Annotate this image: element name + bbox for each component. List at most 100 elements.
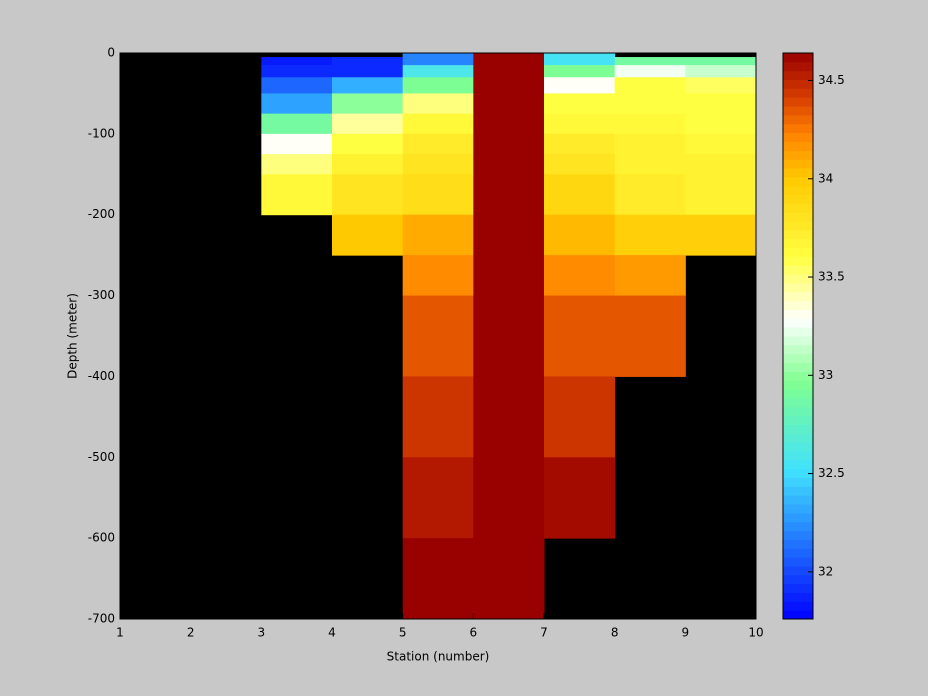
colorbar-swatch xyxy=(783,70,813,81)
heat-cell xyxy=(402,214,474,256)
heat-cell xyxy=(544,65,616,78)
heat-cell xyxy=(332,57,404,66)
heat-cell xyxy=(614,154,686,175)
colorbar-swatch xyxy=(783,477,813,487)
heat-cell xyxy=(261,77,333,94)
colorbar-swatch xyxy=(783,574,813,585)
colorbar-frame xyxy=(782,52,814,620)
heat-cell xyxy=(402,457,474,539)
heat-cell xyxy=(614,65,686,78)
heat-cell xyxy=(685,113,757,135)
heat-cell xyxy=(544,214,616,256)
colorbar-swatch xyxy=(783,424,813,434)
colorbar-swatch xyxy=(783,362,813,372)
heat-cell xyxy=(685,93,757,115)
y-tick-label: -100 xyxy=(88,126,115,140)
colorbar-swatch xyxy=(783,274,813,284)
y-tick-label: 0 xyxy=(107,46,115,60)
colorbar-swatch xyxy=(783,150,813,160)
heat-cell xyxy=(473,113,545,135)
colorbar-swatch xyxy=(783,504,813,514)
heat-cell xyxy=(402,113,474,135)
colorbar-swatch xyxy=(783,592,813,602)
colorbar-swatch xyxy=(783,132,813,142)
y-tick-label: -300 xyxy=(88,288,115,302)
colorbar-swatch xyxy=(783,291,813,302)
colorbar-swatch xyxy=(783,176,813,187)
heat-cell xyxy=(402,295,474,377)
colorbar-tick-label: 34.5 xyxy=(818,73,845,87)
colorbar-swatch xyxy=(783,450,813,461)
x-tick-label: 1 xyxy=(116,626,124,640)
colorbar-swatch xyxy=(783,512,813,523)
y-tick-label: -700 xyxy=(88,612,115,626)
heat-cell xyxy=(544,57,616,66)
colorbar-swatch xyxy=(783,309,813,319)
heat-cell xyxy=(614,57,686,66)
heat-cell xyxy=(332,113,404,135)
colorbar-swatch xyxy=(783,397,813,408)
heat-cell xyxy=(685,133,757,155)
heat-cell xyxy=(544,154,616,175)
heat-cell xyxy=(261,154,333,175)
heat-cell xyxy=(544,457,616,539)
y-tick-label: -400 xyxy=(88,369,115,383)
x-tick-label: 3 xyxy=(258,626,266,640)
colorbar-tick-label: 33.5 xyxy=(818,270,845,284)
y-tick-label: -500 xyxy=(88,450,115,464)
heat-cell xyxy=(402,174,474,216)
heat-cell xyxy=(332,93,404,115)
heat-cell xyxy=(402,255,474,297)
colorbar-swatch xyxy=(783,380,813,390)
heat-cell xyxy=(685,154,757,175)
heat-cell xyxy=(544,113,616,135)
heat-cell xyxy=(473,133,545,155)
colorbar-swatch xyxy=(783,238,813,249)
heat-cell xyxy=(332,174,404,216)
colorbar-swatch xyxy=(783,548,813,558)
heat-cell xyxy=(402,53,474,58)
heat-cell xyxy=(473,457,545,539)
heat-cell xyxy=(332,65,404,78)
heat-cell xyxy=(473,255,545,297)
heat-cell xyxy=(614,113,686,135)
colorbar-swatch xyxy=(783,256,813,266)
x-axis-label: Station (number) xyxy=(387,650,490,664)
heat-cell xyxy=(685,57,757,66)
colorbar-swatch xyxy=(783,88,813,98)
colorbar-tick-label: 34 xyxy=(818,171,833,185)
x-tick-label: 5 xyxy=(399,626,407,640)
heat-cell xyxy=(544,376,616,458)
heat-cell xyxy=(261,113,333,135)
heat-cell xyxy=(544,133,616,155)
colorbar-swatch xyxy=(783,530,813,540)
heat-cell xyxy=(261,57,333,66)
heat-cell xyxy=(614,295,686,377)
colorbar-swatch xyxy=(783,185,813,195)
colorbar-swatch xyxy=(783,282,813,293)
x-tick-label: 7 xyxy=(540,626,548,640)
heat-cell xyxy=(685,174,757,216)
heat-cell xyxy=(544,174,616,216)
heat-cell xyxy=(473,77,545,94)
heat-cell xyxy=(685,65,757,78)
colorbar-swatch xyxy=(783,141,813,151)
colorbar-swatch xyxy=(783,406,813,417)
colorbar-swatch xyxy=(783,300,813,310)
colorbar-swatch xyxy=(783,229,813,240)
heat-cell xyxy=(614,93,686,115)
colorbar-swatch xyxy=(783,353,813,364)
colorbar-swatch xyxy=(783,247,813,257)
colorbar-swatch xyxy=(783,167,813,178)
heat-cell xyxy=(544,295,616,377)
colorbar-swatch xyxy=(783,415,813,425)
heat-cell xyxy=(473,154,545,175)
colorbar-swatch xyxy=(783,53,813,63)
heat-cell xyxy=(402,538,474,620)
y-axis-label: Depth (meter) xyxy=(66,293,80,379)
heat-cell xyxy=(402,93,474,115)
heat-cell xyxy=(402,154,474,175)
x-tick-label: 9 xyxy=(682,626,690,640)
colorbar-swatch xyxy=(783,194,813,204)
x-tick-label: 10 xyxy=(748,626,763,640)
